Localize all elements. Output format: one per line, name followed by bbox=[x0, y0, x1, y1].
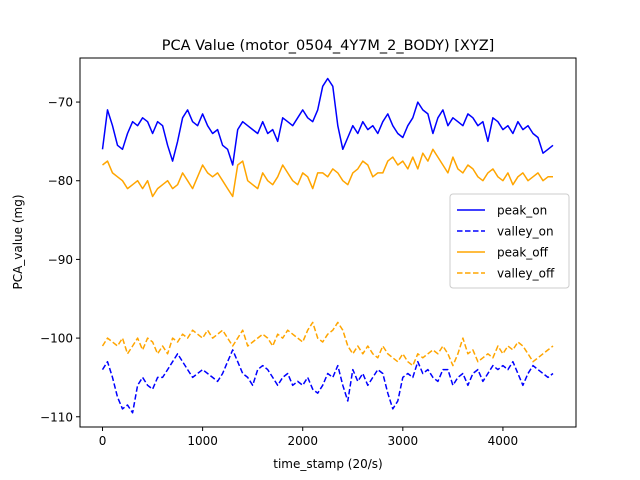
legend-label-peak-off: peak_off bbox=[497, 246, 549, 260]
series-line-peak-off bbox=[102, 148, 553, 198]
x-tick-label: 2000 bbox=[287, 434, 318, 448]
x-axis-label: time_stamp (20/s) bbox=[273, 457, 382, 471]
x-tick-label: 3000 bbox=[388, 434, 419, 448]
x-tick-label: 4000 bbox=[488, 434, 519, 448]
chart-title: PCA Value (motor_0504_4Y7M_2_BODY) [XYZ] bbox=[162, 38, 495, 54]
legend-label-valley-on: valley_on bbox=[497, 225, 554, 239]
legend-label-valley-off: valley_off bbox=[497, 267, 555, 281]
y-tick-label: −100 bbox=[40, 332, 73, 346]
x-tick-label: 1000 bbox=[187, 434, 218, 448]
x-axis: 0 1000 2000 3000 4000 bbox=[99, 427, 518, 448]
legend: peak_on valley_on peak_off valley_off bbox=[449, 193, 570, 289]
y-axis: −110 −100 −90 −80 −70 bbox=[40, 96, 80, 424]
y-axis-label: PCA_value (mg) bbox=[11, 194, 25, 289]
series-line-valley-off bbox=[101, 321, 554, 367]
y-tick-label: −70 bbox=[48, 96, 73, 110]
series-line-valley-on bbox=[101, 349, 554, 414]
plot-area-frame bbox=[79, 57, 577, 428]
y-tick-label: −110 bbox=[40, 410, 73, 424]
y-tick-label: −90 bbox=[48, 253, 73, 267]
x-tick-label: 0 bbox=[99, 434, 107, 448]
series-layer bbox=[101, 77, 554, 414]
legend-frame bbox=[449, 193, 570, 289]
legend-label-peak-on: peak_on bbox=[497, 204, 547, 218]
series-line-peak-on bbox=[101, 77, 554, 166]
y-tick-label: −80 bbox=[48, 174, 73, 188]
